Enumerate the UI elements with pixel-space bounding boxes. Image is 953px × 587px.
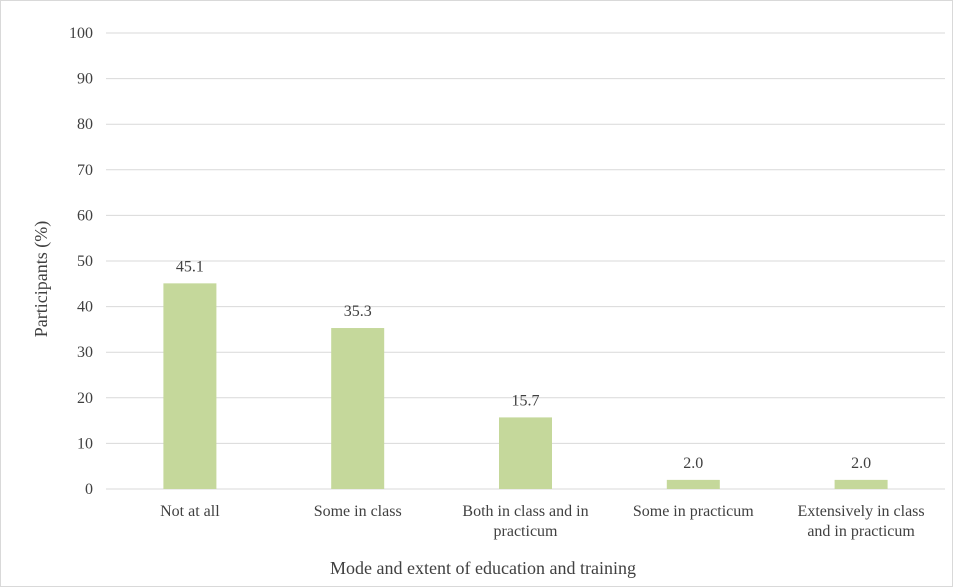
x-tick-label: Extensively in class and in practicum [798,503,925,540]
x-tick-label: Some in class [314,503,402,520]
data-label: 35.3 [344,303,372,320]
x-tick-label-line: Extensively in class [798,503,925,520]
y-tick-label: 60 [77,207,93,224]
y-tick-label: 0 [85,481,93,498]
data-label: 15.7 [512,392,540,409]
x-tick-label: Some in practicum [633,503,754,520]
bar [331,328,385,489]
y-axis-title: Participants (%) [31,221,52,337]
x-axis-title: Mode and extent of education and trainin… [330,558,636,578]
y-tick-label: 70 [77,162,93,179]
y-tick-label: 30 [77,344,93,361]
y-tick-label: 20 [77,390,93,407]
y-tick-label: 50 [77,253,93,270]
bar [163,283,217,489]
y-tick-label: 40 [77,299,93,316]
y-tick-label: 100 [69,25,93,42]
data-label: 45.1 [176,258,204,275]
x-tick-label-line: Both in class and in [462,503,588,520]
gridlines [106,32,945,490]
data-label: 2.0 [851,455,871,472]
y-axis-ticks: 0 10 20 30 40 50 60 70 80 90 100 [69,25,93,498]
bar [834,479,888,489]
data-label: 2.0 [683,455,703,472]
x-tick-label: Not at all [160,503,220,520]
x-tick-label-line: Not at all [160,503,220,520]
bars [163,283,888,489]
x-tick-label-line: Some in practicum [633,503,754,520]
data-labels: 45.1 35.3 15.7 2.0 2.0 [176,258,871,472]
x-tick-label-line: and in practicum [807,523,915,540]
x-tick-label-line: practicum [494,523,559,540]
x-axis-ticks: Not at all Some in class Both in class and… [160,503,925,540]
bar [666,479,720,489]
y-tick-label: 80 [77,116,93,133]
x-tick-label: Both in class and in practicum [462,503,588,540]
y-tick-label: 90 [77,71,93,88]
bar [499,417,552,489]
y-tick-label: 10 [77,435,93,452]
x-tick-label-line: Some in class [314,503,402,520]
